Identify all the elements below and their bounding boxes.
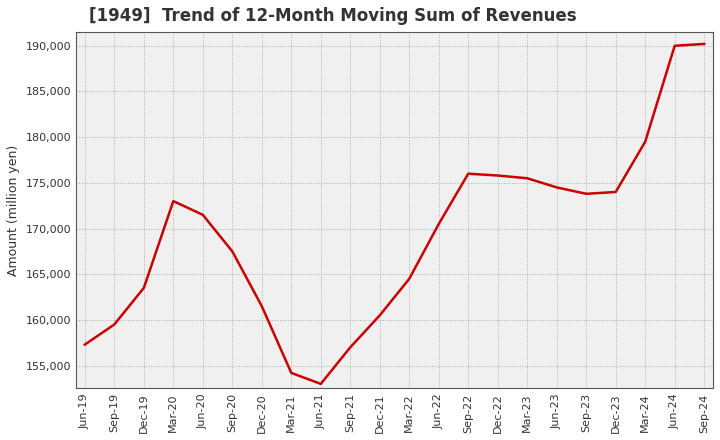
Text: [1949]  Trend of 12-Month Moving Sum of Revenues: [1949] Trend of 12-Month Moving Sum of R… xyxy=(89,7,576,25)
Y-axis label: Amount (million yen): Amount (million yen) xyxy=(7,145,20,276)
